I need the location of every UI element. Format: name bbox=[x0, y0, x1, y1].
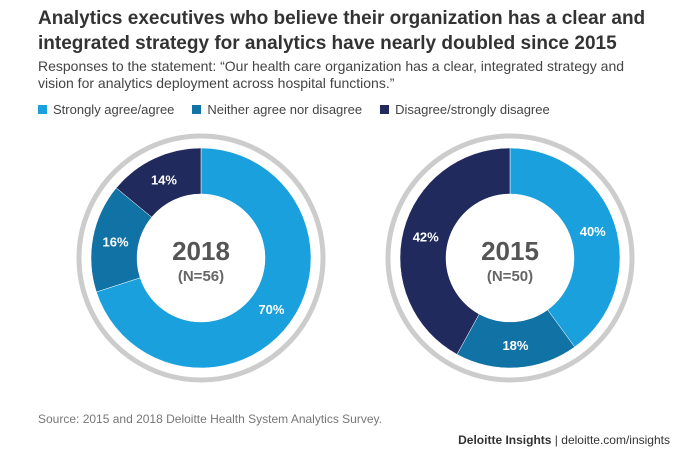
slice-label-neutral: 18% bbox=[502, 338, 528, 353]
donut-outer-ring bbox=[385, 133, 635, 383]
legend-swatch-agree bbox=[38, 105, 47, 114]
footer-brand: Deloitte Insights bbox=[458, 433, 552, 447]
legend-label-disagree: Disagree/strongly disagree bbox=[395, 102, 550, 117]
legend-item-agree: Strongly agree/agree bbox=[38, 102, 174, 117]
footer-url: deloitte.com/insights bbox=[561, 433, 670, 447]
donut-2015: 40% 18% 42% 2015 (N=50) bbox=[385, 133, 635, 383]
chart-title: Analytics executives who believe their o… bbox=[38, 8, 646, 54]
chart-subtitle: Responses to the statement: “Our health … bbox=[38, 58, 625, 91]
legend-item-neutral: Neither agree nor disagree bbox=[192, 102, 362, 117]
footer-separator: | bbox=[551, 433, 562, 447]
legend-label-agree: Strongly agree/agree bbox=[53, 102, 175, 117]
footer-credit: Deloitte Insights | deloitte.com/insight… bbox=[458, 433, 670, 447]
slice-label-disagree: 14% bbox=[151, 172, 177, 187]
donut-hole bbox=[446, 194, 574, 322]
slice-label-neutral: 16% bbox=[103, 235, 129, 250]
donut-outer-ring bbox=[76, 133, 326, 383]
donut-year: 2018 bbox=[172, 236, 230, 266]
donut-2018: 70% 16% 14% 2018 (N=56) bbox=[76, 133, 326, 383]
donut-year: 2015 bbox=[481, 236, 539, 266]
legend-swatch-neutral bbox=[192, 105, 202, 114]
source-note: Source: 2015 and 2018 Deloitte Health Sy… bbox=[38, 412, 382, 426]
legend-label-neutral: Neither agree nor disagree bbox=[207, 102, 363, 117]
slice-label-agree: 40% bbox=[580, 224, 606, 239]
donut-hole bbox=[137, 194, 265, 322]
donut-sample-size: (N=56) bbox=[178, 268, 224, 285]
legend: Strongly agree/agree Neither agree nor d… bbox=[38, 102, 550, 117]
slice-label-agree: 70% bbox=[258, 302, 284, 317]
slice-disagree bbox=[399, 147, 511, 355]
legend-swatch-disagree bbox=[380, 105, 390, 114]
legend-item-disagree: Disagree/strongly disagree bbox=[380, 102, 550, 117]
slice-label-disagree: 42% bbox=[413, 229, 439, 244]
donut-sample-size: (N=50) bbox=[487, 268, 533, 285]
